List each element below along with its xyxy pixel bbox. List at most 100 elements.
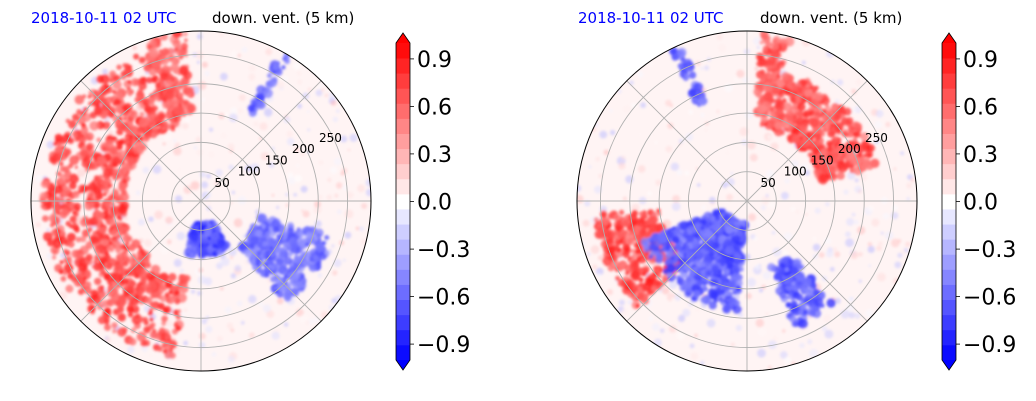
field-cell: [292, 266, 298, 272]
field-cell: [164, 89, 175, 100]
noise-cell: [297, 79, 303, 85]
field-cell: [179, 273, 185, 280]
colorbar-left: −0.9 −0.6 −0.3 0.0 0.3 0.6 0.9: [395, 32, 470, 371]
field-cell: [668, 47, 677, 56]
field-cell: [69, 215, 77, 223]
colorbar-level: [942, 118, 956, 134]
field-cell: [93, 262, 101, 271]
noise-cell: [160, 245, 169, 255]
field-cell: [164, 102, 171, 109]
field-cell: [271, 219, 280, 229]
angular-gridline: [746, 80, 868, 202]
noise-cell: [891, 204, 898, 212]
field-cell: [820, 303, 825, 308]
field-cell: [262, 88, 273, 99]
noise-cell: [230, 107, 238, 115]
noise-cell: [177, 166, 183, 172]
noise-cell: [857, 226, 866, 235]
field-cell: [807, 152, 813, 158]
noise-cell: [671, 202, 681, 211]
field-cell: [127, 80, 132, 84]
field-cell: [821, 165, 829, 174]
noise-cell: [700, 66, 704, 71]
field-cell: [782, 102, 793, 112]
noise-cell: [767, 134, 772, 140]
noise-cell: [201, 97, 206, 102]
colorbar-level: [942, 239, 956, 255]
field-cell: [140, 277, 148, 284]
noise-cell: [347, 148, 351, 152]
field-cell: [124, 138, 134, 147]
noise-cell: [200, 181, 209, 189]
field-cell: [115, 247, 122, 254]
field-cell: [109, 205, 120, 216]
noise-cell: [46, 253, 53, 259]
noise-cell: [670, 162, 680, 171]
field-cell: [76, 130, 82, 136]
field-cell: [649, 274, 654, 279]
noise-cell: [741, 41, 750, 50]
field-cell: [87, 304, 96, 313]
field-cell: [769, 78, 773, 83]
noise-cell: [757, 327, 767, 337]
field-cell: [841, 130, 848, 137]
field-cell: [735, 258, 741, 265]
field-cell: [166, 123, 173, 130]
field-cell: [639, 211, 644, 217]
colorbar-tick-label: −0.9: [417, 333, 470, 358]
field-cell: [838, 162, 848, 173]
field-cell: [149, 317, 154, 322]
field-cell: [94, 105, 101, 112]
noise-cell: [334, 193, 339, 198]
noise-cell: [684, 170, 690, 176]
noise-cell: [830, 266, 835, 272]
field-cell: [762, 45, 768, 51]
field-cell: [616, 219, 622, 225]
panel-left-time-title: 2018-10-11 02 UTC: [31, 9, 177, 27]
field-cell: [238, 241, 249, 251]
noise-cell: [361, 203, 368, 209]
field-cell: [724, 225, 734, 235]
noise-cell: [333, 157, 342, 166]
noise-cell: [836, 79, 844, 86]
field-cell: [126, 285, 134, 293]
field-cell: [54, 185, 63, 195]
field-cell: [74, 165, 79, 170]
noise-cell: [853, 219, 859, 225]
field-cell: [99, 268, 106, 275]
noise-cell: [325, 131, 331, 138]
field-cell: [74, 227, 80, 233]
field-cell: [74, 94, 85, 105]
colorbar-level: [396, 254, 410, 270]
field-cell: [305, 242, 310, 247]
noise-cell: [271, 193, 275, 197]
field-cell: [108, 241, 113, 246]
colorbar-level: [396, 329, 410, 346]
colorbar-level: [942, 314, 956, 331]
field-cell: [101, 98, 106, 103]
colorbar-outline: [395, 32, 411, 371]
field-cell: [122, 178, 128, 184]
noise-cell: [638, 132, 642, 137]
field-cell: [118, 183, 127, 192]
noise-cell: [867, 245, 875, 253]
field-cell: [787, 81, 795, 89]
field-cell: [125, 89, 131, 95]
noise-cell: [318, 194, 323, 200]
field-cell: [813, 297, 824, 307]
noise-cell: [285, 192, 289, 197]
field-cell: [154, 115, 162, 123]
noise-cell: [665, 145, 673, 153]
field-cell: [112, 328, 117, 334]
field-cell: [250, 236, 259, 245]
field-cell: [114, 105, 123, 114]
colorbar-level: [396, 178, 410, 195]
noise-cell: [196, 149, 204, 156]
noise-cell: [218, 260, 223, 265]
field-cell: [87, 182, 97, 192]
field-cell: [607, 264, 615, 272]
field-cell: [315, 242, 325, 253]
field-cell: [145, 286, 154, 295]
field-cell: [118, 216, 123, 221]
noise-cell: [874, 139, 879, 145]
